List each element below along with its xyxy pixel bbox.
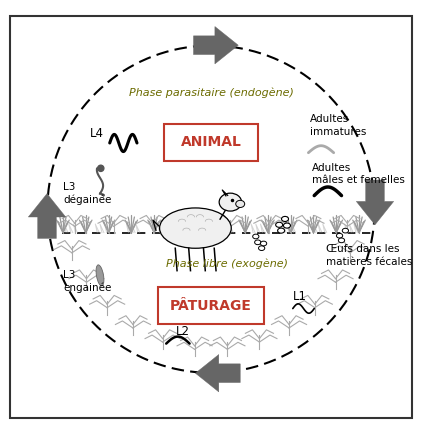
Text: L1: L1 [293,290,307,303]
Ellipse shape [284,223,290,228]
Ellipse shape [219,193,241,211]
Text: Adultes
mâles et femelles: Adultes mâles et femelles [312,163,405,185]
Circle shape [97,165,104,171]
Text: ANIMAL: ANIMAL [181,135,241,149]
Polygon shape [193,26,238,64]
Ellipse shape [342,228,349,233]
Ellipse shape [338,238,345,243]
Ellipse shape [281,217,289,221]
FancyBboxPatch shape [164,124,258,161]
Ellipse shape [160,208,231,248]
Text: Adultes
immatures: Adultes immatures [310,114,367,137]
Ellipse shape [276,222,283,227]
Ellipse shape [254,240,261,245]
Text: Phase libre (exogène): Phase libre (exogène) [165,259,287,269]
Ellipse shape [236,201,245,207]
Text: L2: L2 [176,326,190,339]
Polygon shape [356,180,394,225]
Text: L4: L4 [90,127,104,140]
Text: PÂTURAGE: PÂTURAGE [170,299,252,313]
Ellipse shape [96,265,104,286]
Ellipse shape [278,228,284,233]
Polygon shape [195,355,240,392]
Ellipse shape [253,234,259,239]
Text: L3
engainée: L3 engainée [63,270,111,293]
Text: Phase parasitaire (endogène): Phase parasitaire (endogène) [129,87,293,98]
FancyBboxPatch shape [158,287,264,324]
Polygon shape [28,194,66,238]
Ellipse shape [336,233,343,238]
Text: Œufs dans les
matières fécales: Œufs dans les matières fécales [326,244,412,266]
Ellipse shape [259,246,265,250]
Ellipse shape [260,241,267,246]
Text: L3
dégainée: L3 dégainée [63,182,111,205]
